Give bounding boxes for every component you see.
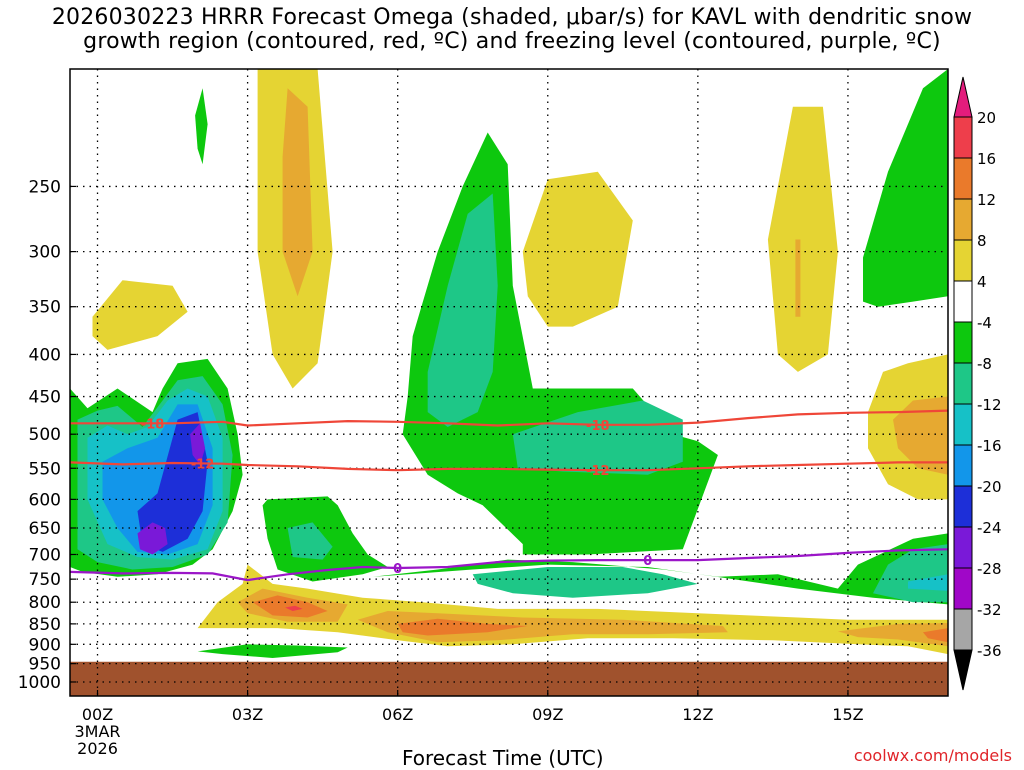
colorbar-swatch-4 xyxy=(953,280,973,323)
omega-region-22 xyxy=(137,412,208,552)
xtick-label-06Z: 06Z xyxy=(382,705,413,724)
dgz-label-0: -18 xyxy=(141,417,165,432)
temperature-contours: -18 -18 -12 -12 0 0 xyxy=(70,409,948,582)
x-axis-title: Forecast Time (UTC) xyxy=(402,746,604,770)
freezing-label-0: 0 xyxy=(393,562,402,577)
omega-region-0 xyxy=(92,280,188,350)
ytick-label-300: 300 xyxy=(29,243,61,263)
ytick-label-550: 550 xyxy=(29,459,61,479)
dgz-contour-1 xyxy=(70,461,948,472)
omega-region-8 xyxy=(512,400,683,475)
date-label-1: 2026 xyxy=(77,739,118,758)
colorbar-label-5: -4 xyxy=(977,314,992,332)
omega-region-28 xyxy=(837,623,948,647)
ytick-label-450: 450 xyxy=(29,388,61,408)
colorbar-top-arrow xyxy=(953,76,973,118)
terrain-block xyxy=(70,661,948,696)
ytick-label-1000: 1000 xyxy=(18,673,61,693)
date-label-0: 3MAR xyxy=(74,722,120,741)
colorbar-label-6: -8 xyxy=(977,355,992,373)
omega-region-12 xyxy=(372,533,948,605)
omega-region-23 xyxy=(137,522,168,555)
colorbar-swatch-1 xyxy=(953,157,973,200)
colorbar-label-3: 8 xyxy=(977,232,987,250)
colorbar-label-1: 16 xyxy=(977,150,996,168)
xtick-label-00Z: 00Z xyxy=(82,705,113,724)
ytick-label-750: 750 xyxy=(29,570,61,590)
freezing-label-1: 0 xyxy=(643,554,652,569)
colorbar-swatch-7 xyxy=(953,403,973,446)
colorbar-label-8: -16 xyxy=(977,437,1002,455)
omega-region-34 xyxy=(893,396,948,475)
dgz-label-b-0: -18 xyxy=(586,419,610,434)
omega-region-9 xyxy=(863,69,948,307)
omega-region-3 xyxy=(522,171,633,327)
omega-region-13 xyxy=(287,522,333,560)
dgz-contour-0 xyxy=(70,409,948,427)
omega-region-2 xyxy=(282,88,313,297)
omega-region-31 xyxy=(923,628,948,643)
omega-region-17 xyxy=(195,88,208,165)
colorbar-label-0: 20 xyxy=(977,109,996,127)
ytick-label-800: 800 xyxy=(29,593,61,613)
colorbar-swatch-2 xyxy=(953,198,973,241)
omega-region-16 xyxy=(908,574,948,591)
omega-region-27 xyxy=(357,611,728,643)
omega-region-18 xyxy=(197,644,348,658)
ytick-label-600: 600 xyxy=(29,490,61,510)
omega-region-25 xyxy=(197,564,948,655)
dgz-label-b-1: -12 xyxy=(586,464,610,479)
colorbar-label-11: -28 xyxy=(977,560,1002,578)
colorbar-swatch-0 xyxy=(953,116,973,159)
ytick-label-950: 950 xyxy=(29,655,61,675)
dgz-label-1: -12 xyxy=(191,457,215,472)
colorbar-swatch-3 xyxy=(953,239,973,282)
colorbar-swatch-9 xyxy=(953,485,973,528)
omega-region-14 xyxy=(472,567,698,598)
omega-region-32 xyxy=(285,605,303,611)
omega-region-29 xyxy=(252,595,328,618)
colorbar-swatch-5 xyxy=(953,321,973,364)
ytick-label-250: 250 xyxy=(29,177,61,197)
xtick-label-03Z: 03Z xyxy=(232,705,263,724)
y-axis-ticks: 2503003504004505005506006507007508008509… xyxy=(18,177,76,693)
omega-region-30 xyxy=(397,618,528,636)
omega-region-5 xyxy=(795,239,801,317)
xtick-label-09Z: 09Z xyxy=(532,705,563,724)
colorbar-bottom-arrow xyxy=(953,649,973,691)
colorbar-label-4: 4 xyxy=(977,273,987,291)
colorbar-label-2: 12 xyxy=(977,191,996,209)
ytick-label-900: 900 xyxy=(29,635,61,655)
colorbar-swatch-6 xyxy=(953,362,973,405)
freezing-level-contour xyxy=(70,548,948,582)
omega-shading xyxy=(70,69,948,658)
ytick-label-700: 700 xyxy=(29,545,61,565)
colorbar-swatch-10 xyxy=(953,526,973,569)
colorbar-swatch-12 xyxy=(953,608,973,651)
credit-link[interactable]: coolwx.com/models xyxy=(853,746,1012,765)
ytick-label-350: 350 xyxy=(29,298,61,318)
ytick-label-500: 500 xyxy=(29,425,61,445)
colorbar-swatch-11 xyxy=(953,567,973,610)
ytick-label-400: 400 xyxy=(29,345,61,365)
colorbar-label-10: -24 xyxy=(977,519,1002,537)
colorbar-swatch-8 xyxy=(953,444,973,487)
xtick-label-12Z: 12Z xyxy=(682,705,713,724)
colorbar-label-13: -36 xyxy=(977,642,1002,660)
gridlines xyxy=(70,69,948,696)
chart-title: 2026030223 HRRR Forecast Omega (shaded, … xyxy=(51,5,973,54)
xtick-label-15Z: 15Z xyxy=(832,705,863,724)
omega-colorbar: 20 16 12 8 4 -4 -8 -12 -16 -20 -24 -28 -32 -36 xyxy=(953,76,1002,691)
ytick-label-850: 850 xyxy=(29,615,61,635)
colorbar-label-9: -20 xyxy=(977,478,1002,496)
ytick-label-650: 650 xyxy=(29,519,61,539)
colorbar-label-7: -12 xyxy=(977,396,1002,414)
omega-region-4 xyxy=(767,106,838,372)
plot-frame xyxy=(69,68,949,697)
colorbar-label-12: -32 xyxy=(977,601,1002,619)
